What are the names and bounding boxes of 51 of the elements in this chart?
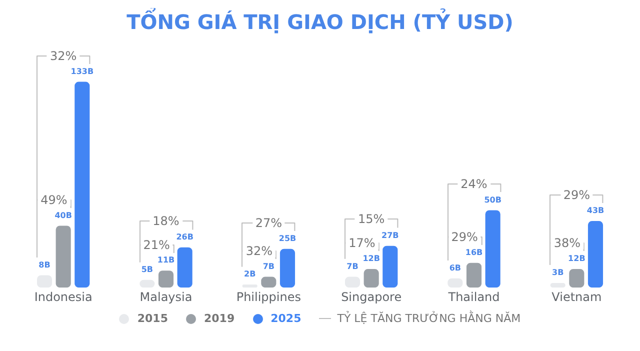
annotation: 29%: [560, 188, 593, 202]
annotation: 38%: [550, 236, 584, 250]
data-label: 27B: [382, 230, 399, 240]
bar: [588, 221, 604, 288]
data-label: 8B: [38, 260, 50, 270]
data-label: 26B: [176, 232, 194, 242]
bar: [485, 210, 500, 288]
text: TỶ LỆ TĂNG TRƯỞNG HẰNG NĂM: [337, 312, 521, 325]
data-label: 16B: [465, 248, 483, 257]
x-tick-label: Singapore: [341, 290, 402, 304]
bar: [158, 270, 174, 288]
bar: [74, 82, 90, 288]
data-label: 133B: [70, 66, 94, 76]
annotation: 17%: [346, 236, 378, 250]
x-tick-label: Indonesia: [34, 290, 92, 304]
bar: [280, 248, 296, 288]
data-label: 5B: [141, 264, 154, 274]
annotation: 27%: [252, 216, 285, 230]
bar: [466, 262, 482, 288]
legend-label: 2015: [136, 312, 168, 325]
data-label: 40B: [54, 210, 72, 220]
data-label: 7B: [346, 262, 358, 271]
x-tick-label: Malaysia: [140, 290, 192, 304]
data-label: 11B: [157, 256, 175, 265]
data-label: 6B: [449, 263, 462, 272]
legend-label: 2019: [202, 312, 235, 325]
annotation: 15%: [354, 212, 388, 226]
annotation: 29%: [448, 230, 481, 244]
annotation: 32%: [242, 244, 276, 258]
annotation: 18%: [150, 214, 182, 228]
x-tick-label: Thailand: [447, 290, 500, 304]
x-tick-label: Philippines: [236, 290, 301, 304]
legend-label: 2025: [270, 312, 302, 325]
bar: [56, 226, 71, 288]
annotation: 49%: [38, 192, 70, 207]
bar: [569, 269, 584, 288]
bar: [364, 269, 379, 288]
data-label: 7B: [262, 262, 275, 271]
data-label: 25B: [278, 234, 296, 243]
text: 32%: [46, 48, 80, 63]
annotation: 21%: [140, 238, 173, 252]
data-label: 50B: [484, 195, 502, 204]
data-label: 12B: [362, 254, 380, 264]
x-tick-label: Vietnam: [552, 290, 602, 304]
bar: [382, 246, 398, 288]
data-label: 43B: [586, 206, 604, 216]
data-label: 2B: [244, 270, 256, 279]
data-label: 12B: [568, 254, 586, 264]
data-label: 3B: [552, 268, 564, 278]
annotation: 24%: [458, 177, 490, 192]
bar: [177, 247, 192, 288]
